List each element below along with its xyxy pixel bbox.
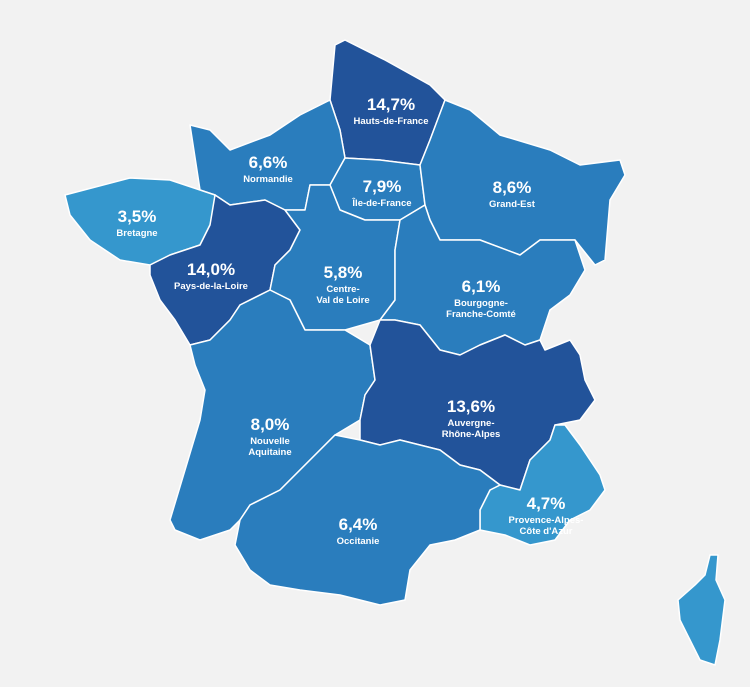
region-name: Rhône-Alpes [442,429,501,440]
region-name: Grand-Est [489,199,536,210]
region-name: Pays-de-la-Loire [174,281,248,292]
region-shape [677,554,726,666]
region-value: 6,4% [339,515,378,534]
region-value: 14,0% [187,260,235,279]
region-value: 5,8% [324,263,363,282]
region-value: 6,6% [249,153,288,172]
region-value: 3,5% [118,207,157,226]
region-name: Occitanie [337,536,380,547]
region-name: Hauts-de-France [354,116,429,127]
region-value: 4,7% [527,494,566,513]
regions [64,39,726,666]
region-value: 6,1% [462,277,501,296]
region-name: Normandie [243,174,293,185]
region-name: Provence-Alpes- [509,515,584,526]
region-name: Bourgogne- [454,298,508,309]
region-name: Val de Loire [316,295,369,306]
region-shape [234,434,501,606]
region-name: Bretagne [116,228,157,239]
region-name: Franche-Comté [446,309,516,320]
region-value: 7,9% [363,177,402,196]
region-name: Côte d'Azur [520,526,573,537]
region-value: 14,7% [367,95,415,114]
region-name: Aquitaine [248,447,291,458]
region-value: 8,6% [493,178,532,197]
region-name: Centre- [326,284,359,295]
region-name: Île-de-France [351,197,411,209]
region-value: 8,0% [251,415,290,434]
region-value: 13,6% [447,397,495,416]
region-name: Auvergne- [448,418,495,429]
region-name: Nouvelle [250,436,290,447]
